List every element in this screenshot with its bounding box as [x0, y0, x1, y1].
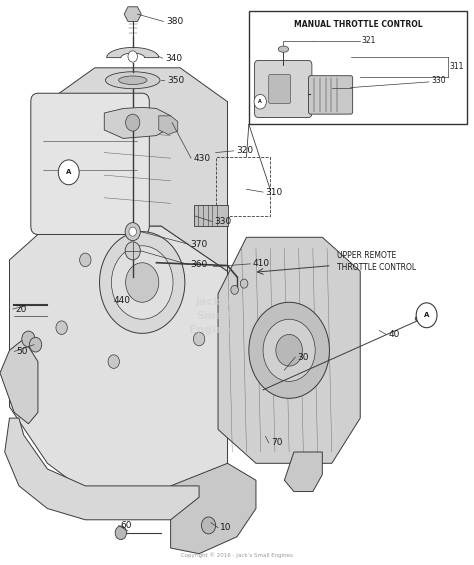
- Circle shape: [249, 302, 329, 398]
- Text: 370: 370: [191, 240, 208, 249]
- Text: 60: 60: [121, 521, 132, 530]
- Circle shape: [29, 337, 42, 352]
- Text: A: A: [66, 170, 72, 175]
- Polygon shape: [284, 452, 322, 492]
- Bar: [216, 157, 270, 216]
- Circle shape: [128, 51, 137, 62]
- Circle shape: [111, 246, 173, 319]
- Text: 380: 380: [166, 17, 183, 26]
- Text: 311: 311: [449, 62, 464, 71]
- Text: 430: 430: [193, 154, 210, 163]
- Circle shape: [58, 160, 79, 185]
- Circle shape: [125, 223, 140, 241]
- Text: MANUAL THROTTLE CONTROL: MANUAL THROTTLE CONTROL: [293, 20, 422, 29]
- Bar: [249, 11, 467, 124]
- Text: 40: 40: [389, 330, 400, 339]
- Circle shape: [22, 331, 35, 347]
- Ellipse shape: [415, 316, 424, 321]
- Text: 440: 440: [114, 296, 131, 305]
- Circle shape: [254, 94, 266, 109]
- Circle shape: [201, 517, 216, 534]
- Text: 330: 330: [214, 217, 231, 226]
- Text: 410: 410: [253, 259, 270, 268]
- Ellipse shape: [118, 76, 147, 85]
- Circle shape: [126, 114, 140, 131]
- Polygon shape: [124, 7, 141, 21]
- Circle shape: [416, 303, 437, 328]
- Polygon shape: [0, 339, 38, 424]
- Circle shape: [56, 321, 67, 334]
- Text: 340: 340: [165, 54, 182, 63]
- Polygon shape: [171, 463, 256, 554]
- Polygon shape: [218, 237, 360, 463]
- Polygon shape: [47, 68, 228, 271]
- Text: 350: 350: [167, 76, 184, 85]
- Circle shape: [263, 319, 315, 381]
- Circle shape: [231, 285, 238, 294]
- Polygon shape: [159, 116, 178, 134]
- Text: 321: 321: [361, 36, 375, 45]
- Text: 10: 10: [220, 523, 232, 532]
- Circle shape: [108, 355, 119, 368]
- Text: 20: 20: [15, 305, 27, 314]
- Circle shape: [125, 242, 140, 260]
- Bar: [194, 205, 228, 226]
- Text: 30: 30: [298, 353, 309, 362]
- Text: A: A: [258, 99, 262, 104]
- Text: 310: 310: [265, 188, 283, 197]
- Circle shape: [115, 526, 127, 540]
- Text: Copyright © 2016 - Jack’s Small Engines: Copyright © 2016 - Jack’s Small Engines: [181, 553, 293, 558]
- FancyBboxPatch shape: [309, 76, 353, 114]
- Polygon shape: [107, 47, 159, 58]
- Text: 360: 360: [191, 260, 208, 269]
- Text: UPPER REMOTE
THROTTLE CONTROL: UPPER REMOTE THROTTLE CONTROL: [337, 251, 416, 272]
- Text: 70: 70: [271, 438, 283, 447]
- Circle shape: [193, 332, 205, 346]
- Circle shape: [80, 253, 91, 267]
- Polygon shape: [5, 418, 199, 520]
- Text: A: A: [424, 312, 429, 318]
- Circle shape: [129, 227, 137, 236]
- Polygon shape: [104, 107, 171, 138]
- FancyBboxPatch shape: [255, 60, 312, 118]
- Circle shape: [276, 334, 302, 366]
- FancyBboxPatch shape: [269, 75, 291, 103]
- Text: 320: 320: [236, 146, 253, 155]
- Text: Jack's
Small
Engines: Jack's Small Engines: [189, 297, 238, 336]
- Circle shape: [100, 232, 185, 333]
- Text: 330: 330: [431, 76, 446, 85]
- Ellipse shape: [105, 72, 160, 89]
- Ellipse shape: [278, 46, 289, 52]
- Circle shape: [126, 263, 159, 302]
- Text: 50: 50: [17, 347, 28, 356]
- FancyBboxPatch shape: [31, 93, 149, 234]
- Circle shape: [240, 279, 248, 288]
- Polygon shape: [9, 226, 228, 492]
